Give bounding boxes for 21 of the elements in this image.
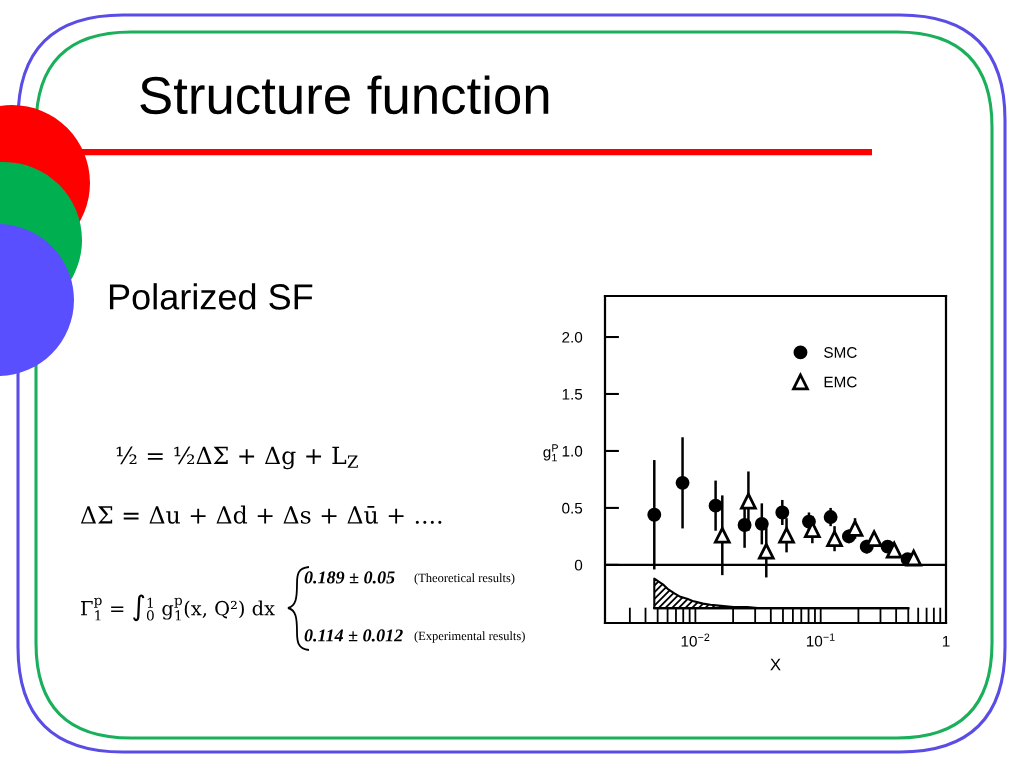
y-tick-label: 2.0 [562,331,583,343]
text: Γ$^{p}$$_{1}$ = ∫$^{1}$$_{0}$ g$^{p}$$_{1}$(x, Q²) dx [81,594,275,622]
text: ΔΣ = Δu + Δd + Δs + Δū + .... [80,505,442,524]
y-axis-title: g$^{P}$$_{1}$ [543,444,558,462]
y-tick-label: 0 [574,559,583,571]
x-tick-label: 1 [942,636,950,647]
text: (Experimental results) [414,631,525,643]
text: (Theoretical results) [414,573,515,585]
text: 0.114 ± 0.012 [304,629,403,642]
legend-label: EMC [824,376,857,388]
x-tick-label: 10$^{−2}$ [681,633,710,647]
x-tick-label: 10$^{−1}$ [806,633,835,647]
text: ½ = ½ΔΣ + Δg + L$_{Z}$ [116,446,358,470]
chart-title: Structure function [140,75,549,115]
legend-label: SMC [824,347,857,358]
y-tick-label: 1.5 [562,389,583,400]
y-tick-label: 1.0 [562,445,583,457]
text: 0.189 ± 0.05 [304,571,395,584]
y-tick-label: 0.5 [562,502,583,514]
x-axis-title: X [770,658,781,671]
text: Polarized SF [109,283,313,310]
